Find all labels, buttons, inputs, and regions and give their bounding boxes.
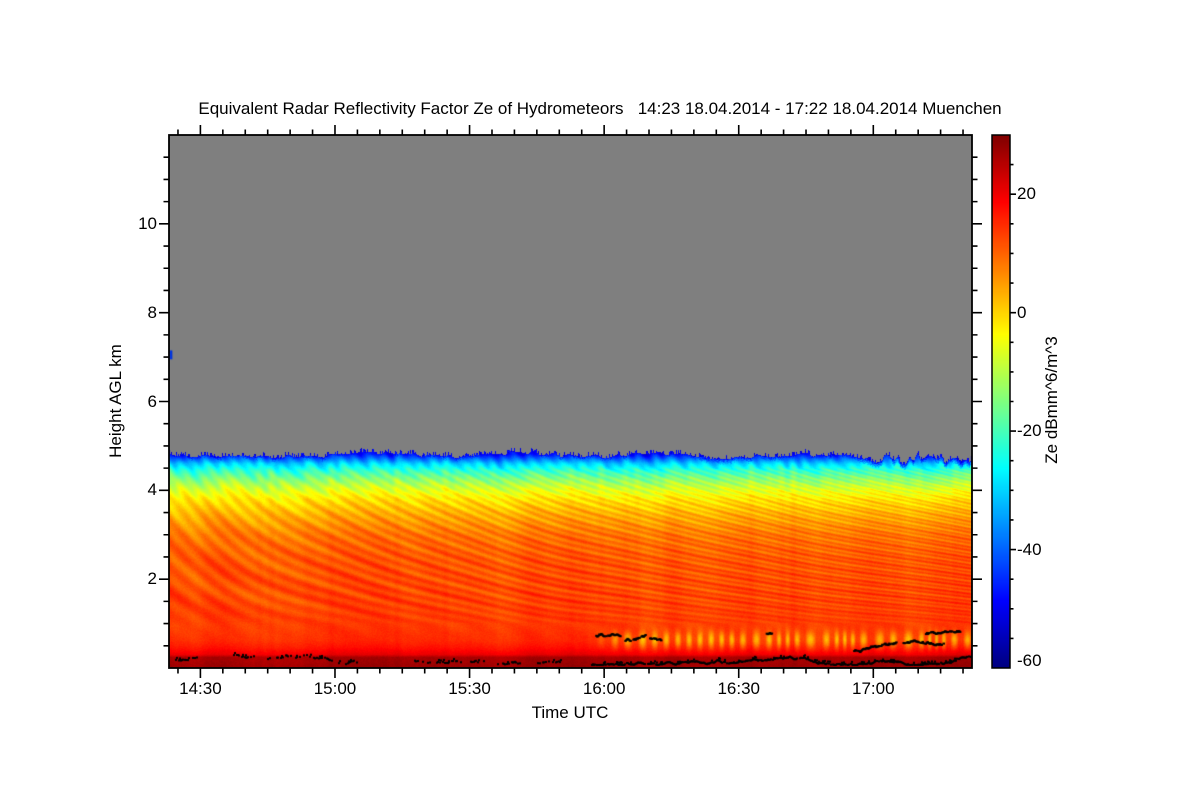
colorbar-gradient-canvas	[992, 135, 1010, 668]
y-tick-label: 2	[147, 569, 157, 589]
colorbar-tick-label: -40	[1017, 539, 1042, 559]
x-axis-title: Time UTC	[531, 703, 609, 722]
x-tick-label: 17:00	[852, 679, 895, 698]
y-tick-label: 4	[147, 480, 157, 500]
y-tick-label: 6	[147, 391, 157, 411]
x-tick-label: 14:30	[179, 679, 222, 698]
x-tick-label: 16:00	[582, 679, 626, 698]
y-axis-title: Height AGL km	[106, 344, 125, 458]
chart-title: Equivalent Radar Reflectivity Factor Ze …	[198, 99, 1002, 118]
x-tick-label: 15:30	[448, 679, 491, 698]
colorbar-title: Ze dBmm^6/m^3	[1042, 336, 1061, 464]
colorbar-tick-label: 0	[1017, 302, 1027, 322]
colorbar-tick-label: 20	[1017, 184, 1036, 204]
x-tick-label: 15:00	[313, 679, 357, 698]
colorbar-tick-label: -20	[1017, 421, 1042, 441]
reflectivity-heatmap-canvas	[169, 135, 972, 668]
y-tick-label: 10	[138, 213, 157, 233]
x-tick-label: 16:30	[717, 679, 760, 698]
y-tick-label: 8	[147, 302, 157, 322]
colorbar-tick-label: -60	[1017, 651, 1042, 670]
